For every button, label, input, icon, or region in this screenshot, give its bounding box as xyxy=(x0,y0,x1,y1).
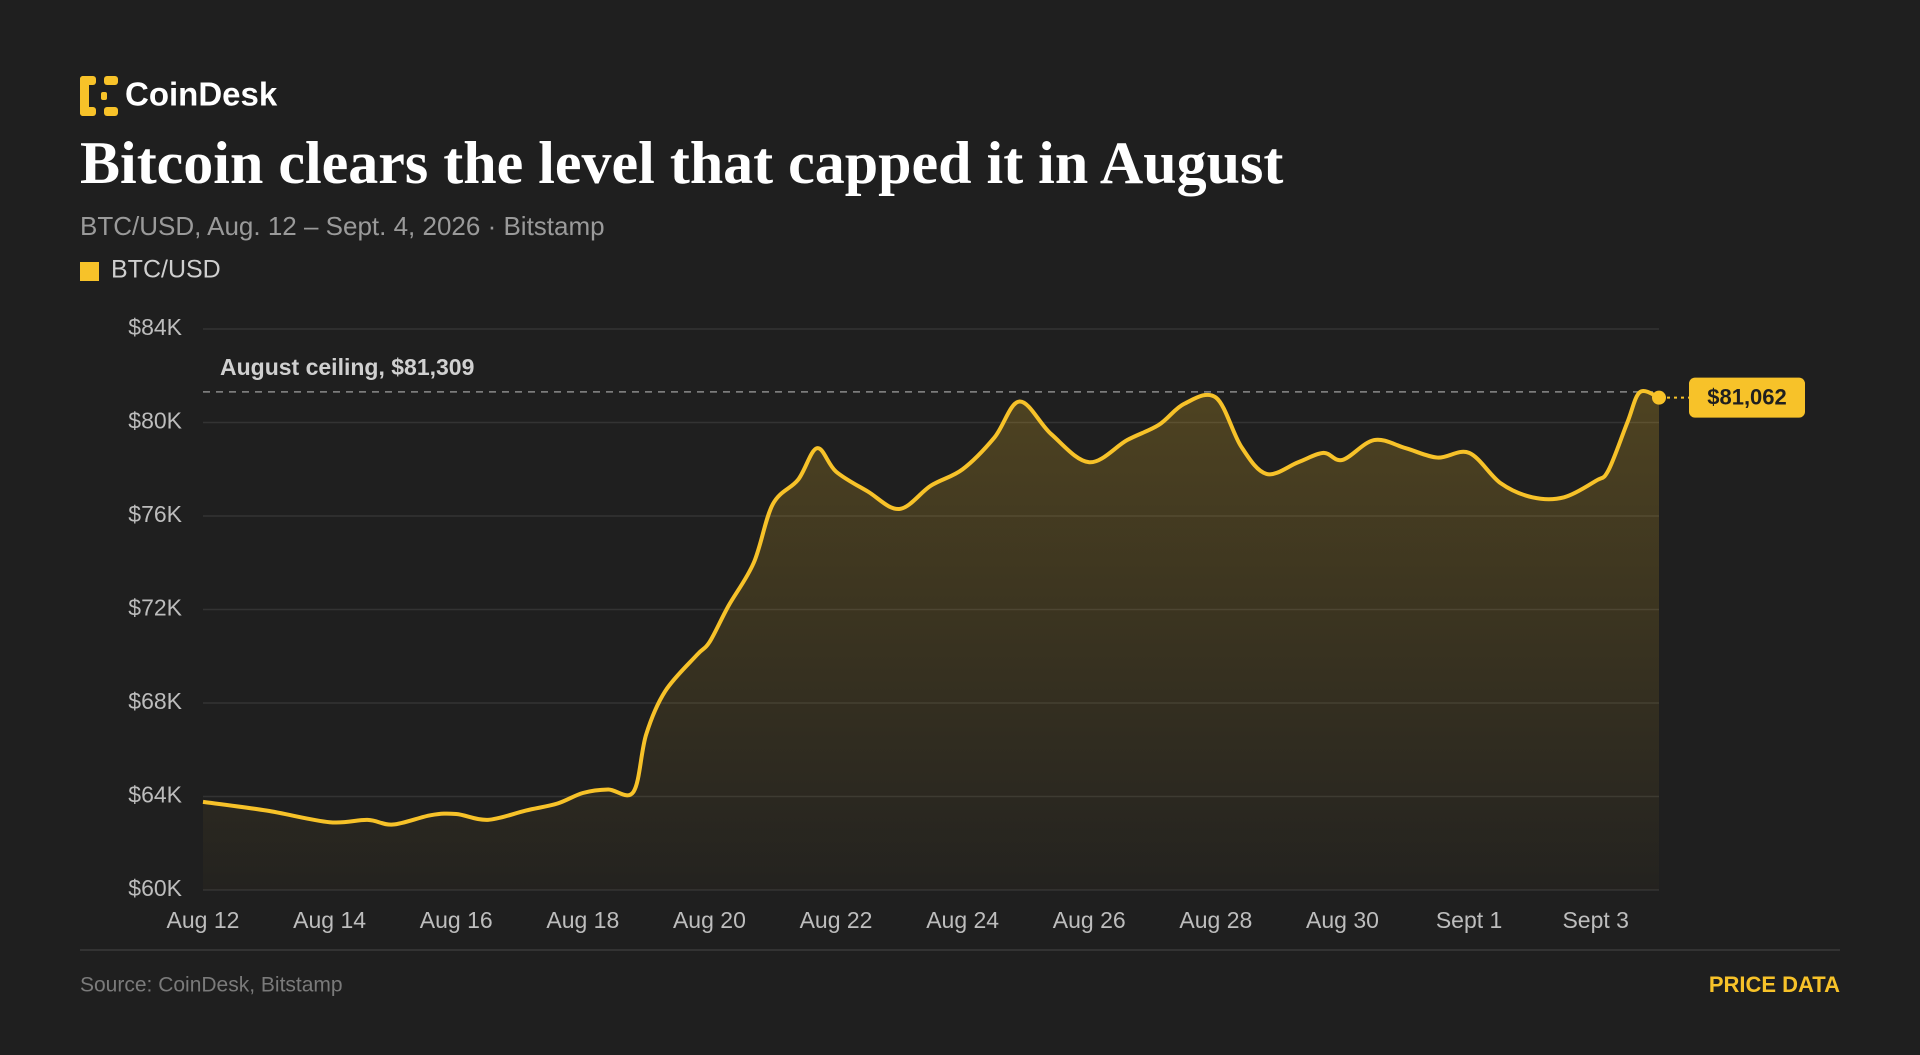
area xyxy=(203,391,1659,890)
x-tick-label: Aug 24 xyxy=(926,907,999,933)
line xyxy=(202,389,1660,827)
y-tick-label: $72K xyxy=(128,595,182,621)
price-data-link[interactable]: PRICE DATA xyxy=(1709,972,1840,997)
x-tick-label: Sept 3 xyxy=(1562,907,1629,933)
y-tick-label: $80K xyxy=(128,408,182,434)
x-tick-label: Aug 16 xyxy=(420,907,493,933)
ceiling-label: August ceiling, $81,309 xyxy=(220,354,474,380)
y-tick-label: $84K xyxy=(128,314,182,340)
x-tick-label: Aug 28 xyxy=(1179,907,1252,933)
x-tick-label: Aug 18 xyxy=(546,907,619,933)
y-tick-label: $68K xyxy=(128,688,182,714)
legend-label: BTC/USD xyxy=(111,256,221,284)
value-label: $81,062 xyxy=(1707,384,1787,409)
chart-title: Bitcoin clears the level that capped it … xyxy=(80,130,1283,196)
x-tick-label: Aug 26 xyxy=(1053,907,1126,933)
x-tick-label: Aug 14 xyxy=(293,907,366,933)
legend-swatch xyxy=(80,262,99,281)
chart-subtitle: BTC/USD, Aug. 12 – Sept. 4, 2026 · Bitst… xyxy=(80,211,605,241)
x-tick-label: Aug 22 xyxy=(800,907,873,933)
end-point xyxy=(1652,390,1666,405)
source: Source: CoinDesk, Bitstamp xyxy=(80,974,343,997)
x-tick-label: Aug 12 xyxy=(167,907,240,933)
x-tick-label: Aug 20 xyxy=(673,907,746,933)
y-tick-label: $64K xyxy=(128,782,182,808)
x-tick-label: Sept 1 xyxy=(1436,907,1503,933)
y-tick-label: $60K xyxy=(128,875,182,901)
x-tick-label: Aug 30 xyxy=(1306,907,1379,933)
logo-icon xyxy=(80,76,118,116)
y-tick-label: $76K xyxy=(128,501,182,527)
brand: CoinDesk xyxy=(125,76,278,113)
value-label-box xyxy=(1689,377,1805,418)
